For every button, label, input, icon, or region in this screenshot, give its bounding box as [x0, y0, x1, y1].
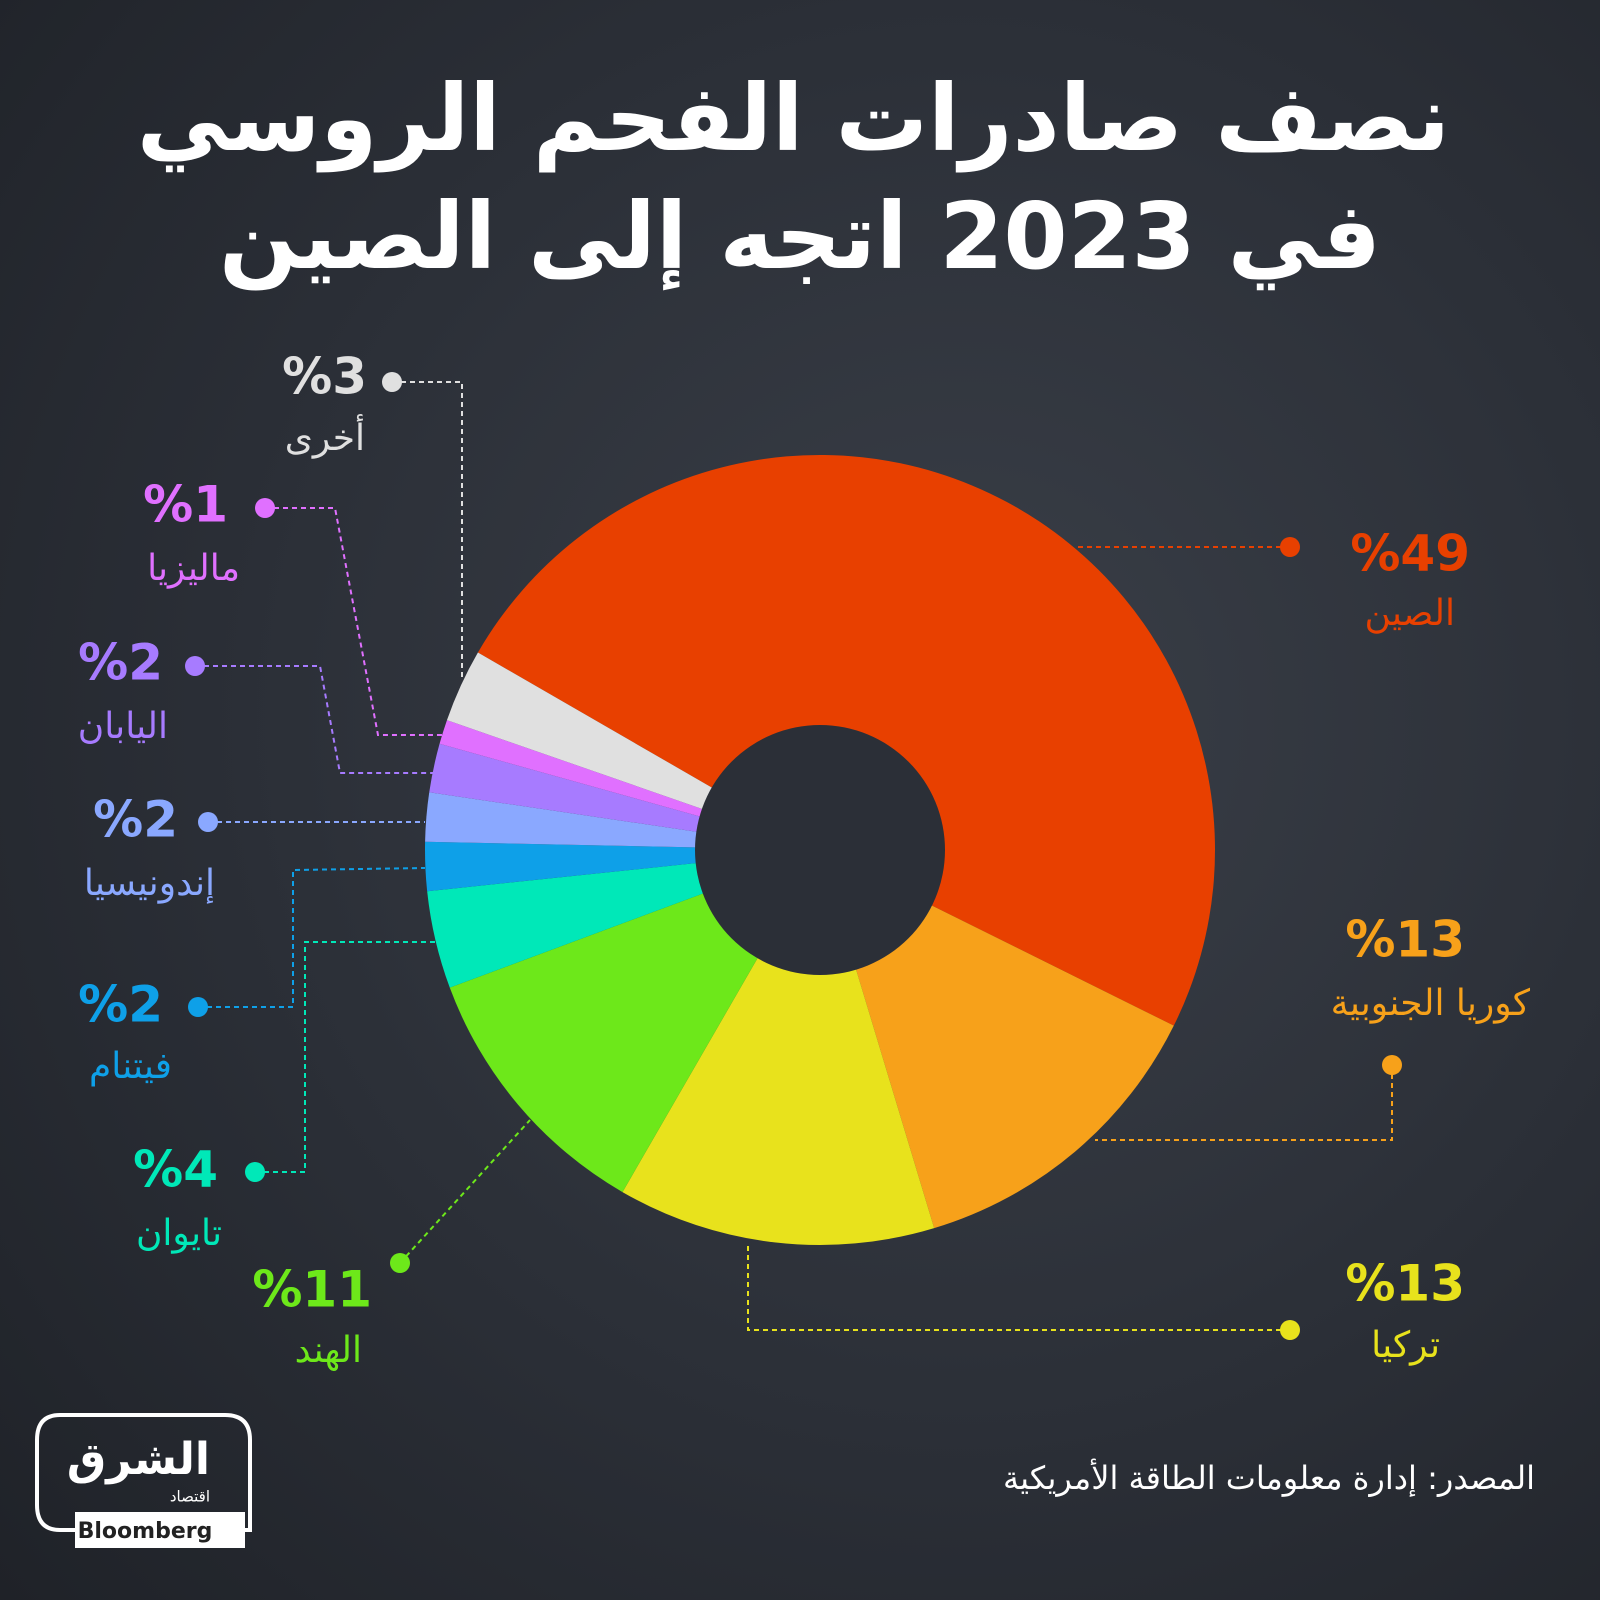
leader-dot [198, 812, 218, 832]
value-label: %11 [252, 1261, 372, 1319]
leader-dot [255, 498, 275, 518]
value-label: %13 [1345, 911, 1465, 969]
leader-line [255, 941, 435, 1173]
category-label: الهند [295, 1330, 362, 1371]
leader-line [392, 381, 463, 680]
value-label: %3 [282, 348, 367, 406]
leader-dot [245, 1162, 265, 1182]
title-line: نصف صادرات الفحم الروسي [136, 65, 1450, 172]
leader-line [1095, 1065, 1393, 1141]
leader-dot [390, 1253, 410, 1273]
donut-slice [622, 850, 935, 1245]
value-label: %49 [1350, 525, 1470, 583]
category-label: أخرى [285, 414, 365, 459]
category-label: تركيا [1371, 1325, 1440, 1366]
leader-line [399, 1119, 531, 1264]
value-label: %2 [78, 634, 163, 692]
source: المصدر: إدارة معلومات الطاقة الأمريكية [1003, 1458, 1535, 1497]
value-label: %4 [133, 1141, 218, 1199]
logo-band [75, 1512, 245, 1548]
category-label: إندونيسيا [84, 863, 215, 904]
logo-brand: الشرق [67, 1434, 210, 1485]
category-label: اليابان [78, 706, 168, 747]
logo-partner: Bloomberg [78, 1519, 213, 1544]
category-label: ماليزيا [147, 548, 240, 589]
leader-dot [1280, 1320, 1300, 1340]
category-label: الصين [1365, 593, 1455, 634]
leader-line [747, 1243, 1290, 1331]
leader-dot [188, 997, 208, 1017]
category-label: فيتنام [89, 1046, 172, 1087]
leader-dot [1280, 537, 1300, 557]
category-label: تايوان [136, 1213, 222, 1254]
category-label: كوريا الجنوبية [1331, 983, 1531, 1024]
value-label: %2 [78, 976, 163, 1034]
leader-line [195, 665, 435, 774]
leader-line [198, 867, 426, 1008]
value-label: %1 [143, 476, 228, 534]
logo-sub: اقتصاد [170, 1488, 210, 1506]
title-line: في 2023 اتجه إلى الصين [219, 183, 1381, 290]
leader-line [265, 507, 443, 736]
donut-slice [820, 850, 1174, 1229]
logo-frame [35, 1413, 252, 1532]
donut-hole [695, 725, 945, 975]
logo: الشرق اقتصاد مع Bloomberg [35, 1413, 252, 1548]
chart-title: نصف صادرات الفحم الروسي في 2023 اتجه إلى… [136, 60, 1450, 296]
leader-dot [185, 656, 205, 676]
leader-dot [382, 372, 402, 392]
logo-with: مع [183, 1508, 196, 1522]
leader-dot [1382, 1055, 1402, 1075]
value-label: %13 [1345, 1255, 1465, 1313]
value-label: %2 [93, 791, 178, 849]
donut-slice [449, 850, 820, 1193]
